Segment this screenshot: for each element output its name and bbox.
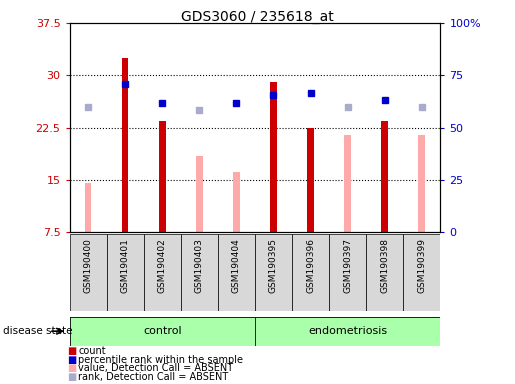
- Bar: [181, 234, 218, 311]
- Text: control: control: [143, 326, 181, 336]
- Text: GSM190402: GSM190402: [158, 238, 167, 293]
- Text: GSM190404: GSM190404: [232, 238, 241, 293]
- Text: endometriosis: endometriosis: [308, 326, 387, 336]
- Text: GSM190396: GSM190396: [306, 238, 315, 293]
- Text: GSM190398: GSM190398: [380, 238, 389, 293]
- Bar: [307, 127, 314, 232]
- Bar: [382, 121, 388, 232]
- Text: GSM190403: GSM190403: [195, 238, 204, 293]
- Bar: [233, 172, 239, 232]
- Text: GSM190401: GSM190401: [121, 238, 130, 293]
- Bar: [70, 234, 107, 311]
- Text: count: count: [78, 346, 106, 356]
- Text: disease state: disease state: [3, 326, 72, 336]
- Bar: [419, 135, 425, 232]
- Bar: [218, 234, 255, 311]
- Bar: [329, 234, 366, 311]
- Bar: [144, 234, 181, 311]
- Bar: [70, 317, 255, 346]
- Bar: [122, 58, 128, 232]
- Bar: [85, 184, 91, 232]
- Bar: [255, 317, 440, 346]
- Bar: [345, 135, 351, 232]
- Bar: [107, 234, 144, 311]
- Bar: [159, 121, 165, 232]
- Bar: [366, 234, 403, 311]
- Text: GSM190395: GSM190395: [269, 238, 278, 293]
- Bar: [255, 234, 292, 311]
- Bar: [196, 156, 202, 232]
- Text: GSM190399: GSM190399: [417, 238, 426, 293]
- Text: GSM190400: GSM190400: [83, 238, 93, 293]
- Bar: [292, 234, 329, 311]
- Text: ■: ■: [67, 346, 76, 356]
- Text: ■: ■: [67, 363, 76, 373]
- Text: value, Detection Call = ABSENT: value, Detection Call = ABSENT: [78, 363, 233, 373]
- Bar: [403, 234, 440, 311]
- Text: GSM190397: GSM190397: [343, 238, 352, 293]
- Text: rank, Detection Call = ABSENT: rank, Detection Call = ABSENT: [78, 372, 229, 382]
- Text: percentile rank within the sample: percentile rank within the sample: [78, 355, 243, 365]
- Text: ■: ■: [67, 355, 76, 365]
- Text: ■: ■: [67, 372, 76, 382]
- Bar: [270, 82, 277, 232]
- Text: GDS3060 / 235618_at: GDS3060 / 235618_at: [181, 10, 334, 23]
